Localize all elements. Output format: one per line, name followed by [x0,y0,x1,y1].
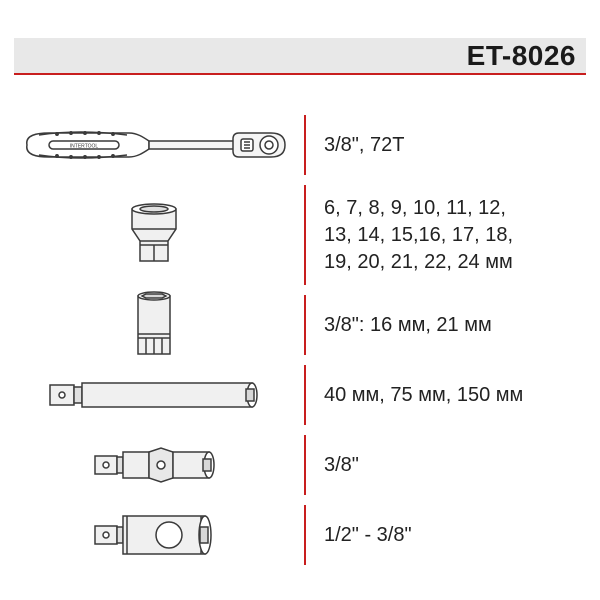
spec-text: 1/2" - 3/8" [306,514,586,557]
row-gap [14,285,586,295]
product-code: ET-8026 [467,38,576,74]
spec-row-universal-joint: 3/8" [14,435,586,495]
spec-text: 3/8" [306,444,586,487]
deep-socket-icon [14,295,304,355]
socket-icon [14,185,304,285]
spec-text: 3/8": 16 мм, 21 мм [306,304,586,347]
row-gap [14,425,586,435]
spec-table: INTERTOOL 3/8", 72T [14,115,586,540]
spec-row-ratchet: INTERTOOL 3/8", 72T [14,115,586,175]
spec-text: 6, 7, 8, 9, 10, 11, 12, 13, 14, 15,16, 1… [306,187,586,284]
row-gap [14,495,586,505]
page: ET-8026 [0,0,600,600]
spec-text: 40 мм, 75 мм, 150 мм [306,374,586,417]
spec-row-adapter: 1/2" - 3/8" [14,505,586,565]
spec-row-extension: 40 мм, 75 мм, 150 мм [14,365,586,425]
spec-text: 3/8", 72T [306,124,586,167]
universal-joint-icon [14,435,304,495]
ratchet-icon: INTERTOOL [14,115,304,175]
row-gap [14,355,586,365]
extension-bar-icon [14,365,304,425]
spec-row-socket: 6, 7, 8, 9, 10, 11, 12, 13, 14, 15,16, 1… [14,185,586,285]
svg-text:INTERTOOL: INTERTOOL [70,144,99,150]
row-gap [14,175,586,185]
adapter-icon [14,505,304,565]
spec-row-deep-socket: 3/8": 16 мм, 21 мм [14,295,586,355]
